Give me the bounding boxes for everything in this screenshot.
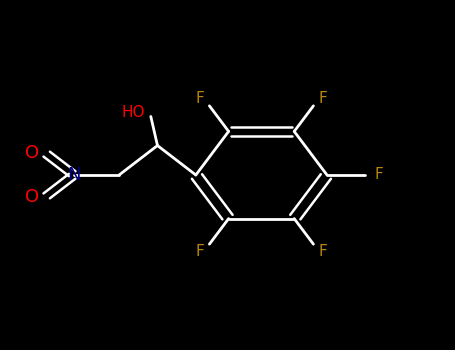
Text: O: O <box>25 144 40 162</box>
Text: N: N <box>67 166 81 184</box>
Text: F: F <box>319 244 328 259</box>
Text: F: F <box>195 244 204 259</box>
Text: F: F <box>319 91 328 106</box>
Text: F: F <box>374 168 384 182</box>
Text: O: O <box>25 188 40 206</box>
Text: F: F <box>195 91 204 106</box>
Text: HO: HO <box>122 105 145 120</box>
